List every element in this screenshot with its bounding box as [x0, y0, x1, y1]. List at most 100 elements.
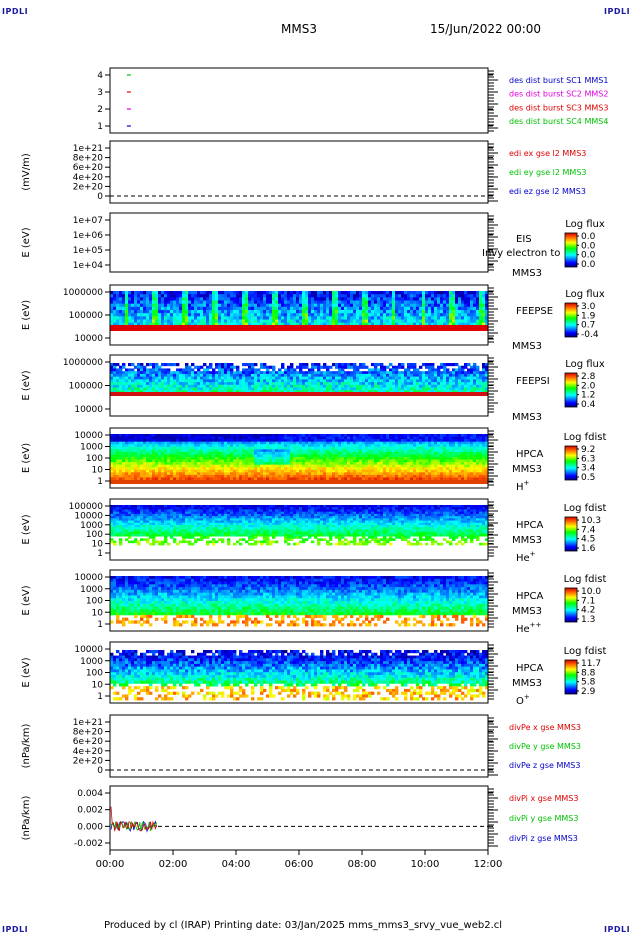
panel10-ytick-label: 0 [97, 766, 103, 776]
panel6-colorbar [564, 445, 578, 481]
panel3-spacecraft: MMS3 [512, 268, 542, 279]
panel6-ytick-label: 1000 [80, 443, 103, 453]
panel5-colorbar-tick: 2.0 [581, 381, 596, 391]
panel10-legend-1: divPe x gse MMS3 [509, 723, 581, 732]
panel9-ytick-label: 100 [86, 669, 103, 679]
panel11-ytick-label: 0.002 [77, 806, 103, 816]
panel6-colorbar-title: Log fdist [564, 432, 607, 443]
panel7-ytick-label: 1 [97, 549, 103, 559]
panel11-series-green [110, 820, 157, 832]
panel9-colorbar-tick: 8.8 [581, 668, 596, 678]
panel5-ytick-label: 1000000 [63, 358, 103, 368]
panel9-colorbar [564, 659, 578, 695]
panel11-frame [109, 785, 489, 851]
panel2-ytick-label: 6e+20 [73, 163, 104, 173]
panel11-legend-1: divPi x gse MMS3 [509, 794, 578, 803]
panel11-ytick-label: 0.000 [77, 822, 103, 832]
panel11-ytick-label: -0.002 [74, 839, 103, 849]
panel1-legend-3: des dist burst SC3 MMS3 [509, 103, 608, 112]
panel2-legend-1: edi ex gse l2 MMS3 [509, 149, 586, 158]
panel2-ylabel: (mV/m) [21, 153, 32, 191]
panel10-legend-3: divPe z gse MMS3 [509, 761, 580, 770]
panel8-ylabel: E (eV) [21, 585, 32, 615]
panel4-ytick-label: 100000 [69, 311, 104, 321]
panel6-ylabel: E (eV) [21, 443, 32, 473]
panel11-series-red [110, 806, 157, 832]
panel6-instrument: HPCA [516, 449, 544, 460]
panel4-ylabel: E (eV) [21, 300, 32, 330]
panel3-colorbar [564, 232, 578, 268]
panel2-ytick-label: 1e+21 [73, 144, 103, 154]
panel9-ylabel: E (eV) [21, 657, 32, 687]
panel9-ytick-label: 1000 [80, 657, 103, 667]
panel1-ytick-label: 2 [97, 105, 103, 115]
panel5-spectrogram [110, 363, 489, 394]
panel6-bottom-band [110, 480, 488, 484]
panel1-frame [109, 67, 489, 134]
panel6-colorbar-tick: 9.2 [581, 445, 595, 455]
panel8-spectrogram [110, 576, 489, 627]
x-tick-label: 10:00 [411, 859, 440, 870]
panel3-overlay-text: Invy electron to [482, 248, 560, 259]
panel8-colorbar [564, 587, 578, 623]
panel3-ytick-label: 1e+06 [73, 231, 104, 241]
panel6-spacecraft: MMS3 [512, 464, 542, 475]
x-tick-label: 12:00 [474, 859, 503, 870]
panel10-ytick-label: 6e+20 [73, 737, 104, 747]
panel7-colorbar-tick: 7.4 [581, 525, 596, 535]
footer-text: Produced by cl (IRAP) Printing date: 03/… [104, 920, 503, 931]
panel8-colorbar-tick: 7.1 [581, 596, 595, 606]
panel5-colorbar-tick: 0.4 [581, 400, 596, 410]
panel5-instrument: FEEPSI [516, 376, 550, 387]
panel4-colorbar-tick: -0.4 [581, 330, 599, 340]
x-tick-label: 06:00 [285, 859, 314, 870]
panel7-colorbar-title: Log fdist [564, 503, 607, 514]
panel6-spectrogram [110, 434, 489, 481]
panel8-ytick-label: 100 [86, 597, 103, 607]
panel3-colorbar-title: Log flux [565, 219, 605, 230]
panel10-ytick-label: 2e+20 [73, 756, 104, 766]
panel4-colorbar-tick: 0.7 [581, 321, 595, 331]
panel1-legend-1: des dist burst SC1 MMS1 [509, 76, 608, 85]
panel3-colorbar-tick: 0.0 [581, 232, 596, 242]
panel4-colorbar-title: Log flux [565, 289, 605, 300]
panel8-ytick-label: 1 [97, 620, 103, 630]
panel8-colorbar-tick: 10.0 [581, 587, 601, 597]
panel11-legend-3: divPi z gse MMS3 [509, 834, 578, 843]
panel7-colorbar-tick: 10.3 [581, 516, 601, 526]
panel3-ylabel: E (eV) [21, 227, 32, 257]
panel7-ylabel: E (eV) [21, 514, 32, 544]
panel5-colorbar-tick: 1.2 [581, 391, 595, 401]
panel9-spacecraft: MMS3 [512, 678, 542, 689]
panel4-spectrogram [110, 291, 489, 330]
panel2-legend-3: edi ez gse l2 MMS3 [509, 187, 586, 196]
panel6-colorbar-tick: 3.4 [581, 464, 596, 474]
panel5-ytick-label: 100000 [69, 382, 104, 392]
panel9-colorbar-title: Log fdist [564, 646, 607, 657]
panel2-frame [109, 140, 489, 204]
panel3-colorbar-tick: 0.0 [581, 251, 596, 261]
panel4-colorbar-tick: 3.0 [581, 302, 596, 312]
panel5-colorbar [564, 372, 578, 408]
panel6-colorbar-tick: 6.3 [581, 454, 595, 464]
panel2-ytick-label: 0 [97, 192, 103, 202]
panel10-ylabel: (nPa/km) [21, 724, 32, 769]
panel7-instrument: HPCA [516, 520, 544, 531]
panel8-colorbar-title: Log fdist [564, 574, 607, 585]
panel4-instrument: FEEPSE [516, 306, 553, 317]
panel7-spectrogram [110, 505, 489, 546]
panel4-colorbar-tick: 1.9 [581, 311, 596, 321]
panel8-ytick-label: 10 [92, 608, 104, 618]
panel6-ytick-label: 10 [92, 466, 104, 476]
panel10-ytick-label: 1e+21 [73, 718, 103, 728]
panel4-colorbar [564, 302, 578, 338]
panel9-spectrogram [110, 650, 489, 701]
date-title: 15/Jun/2022 00:00 [430, 22, 542, 36]
x-tick-label: 00:00 [96, 859, 125, 870]
x-tick-label: 08:00 [348, 859, 377, 870]
panel1-ytick-label: 1 [97, 122, 103, 132]
corner-label-bottom-left: IPDLI [2, 925, 29, 934]
panel7-spacecraft: MMS3 [512, 535, 542, 546]
x-tick-label: 02:00 [159, 859, 188, 870]
panel7-colorbar-tick: 1.6 [581, 544, 596, 554]
